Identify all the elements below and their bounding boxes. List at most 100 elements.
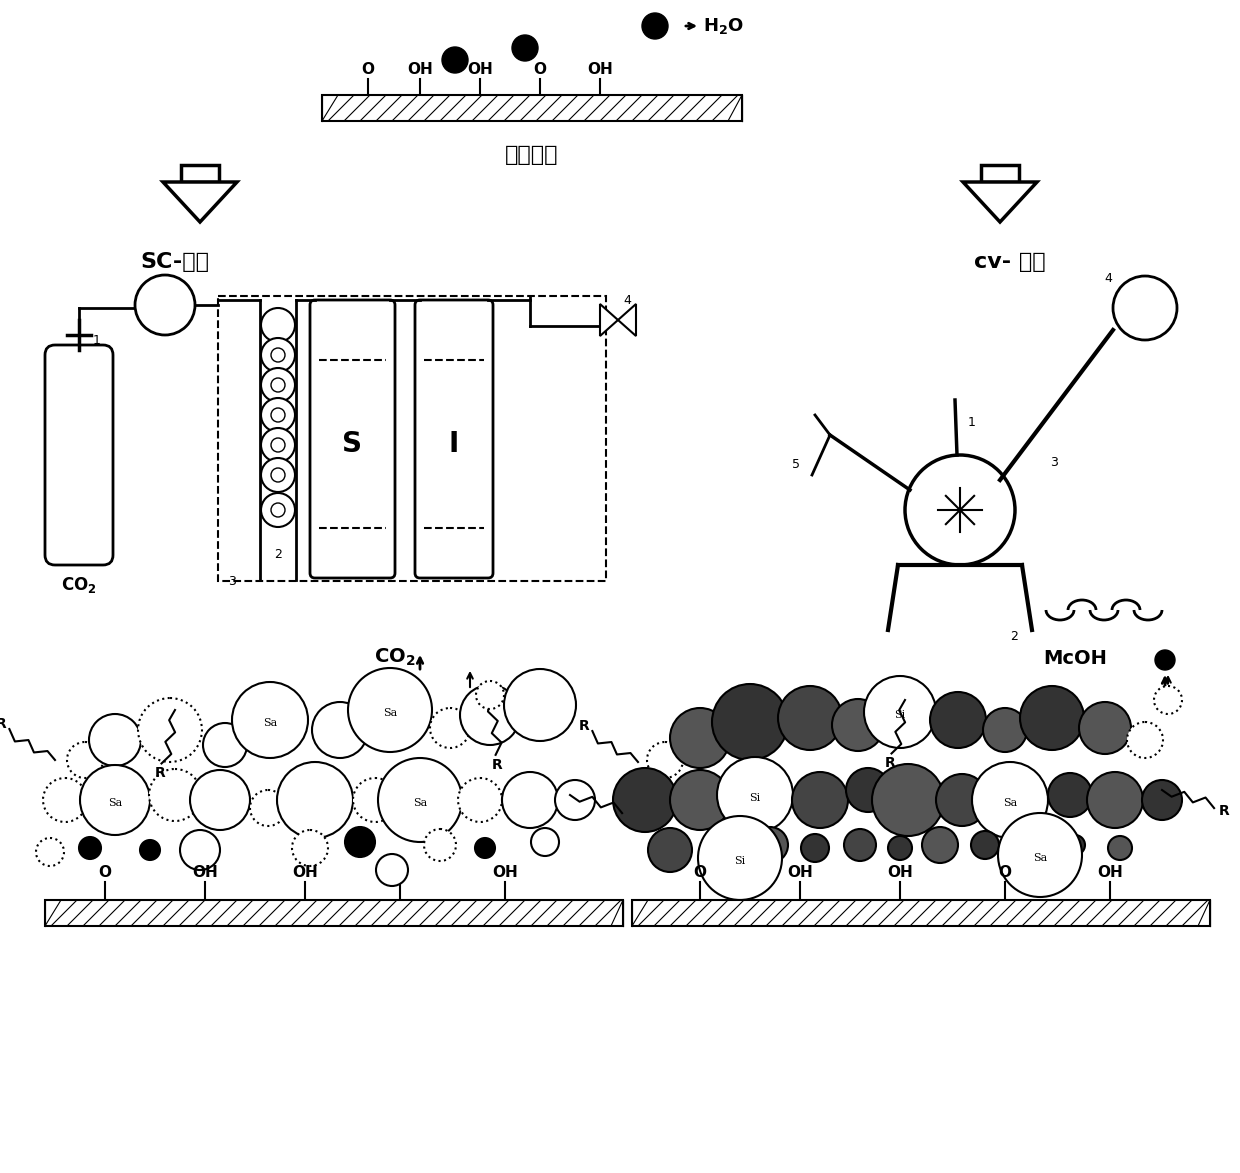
Circle shape — [277, 762, 353, 838]
Text: Sa: Sa — [1033, 853, 1047, 863]
Circle shape — [260, 368, 295, 402]
Circle shape — [312, 701, 368, 758]
Circle shape — [844, 829, 875, 861]
Circle shape — [1127, 723, 1163, 758]
Circle shape — [502, 772, 558, 828]
Circle shape — [36, 838, 64, 866]
Text: Sa: Sa — [1003, 798, 1017, 808]
Text: R: R — [1219, 804, 1229, 818]
Polygon shape — [963, 182, 1037, 222]
Text: I: I — [449, 430, 459, 457]
Polygon shape — [600, 304, 618, 335]
Text: 2: 2 — [1011, 630, 1018, 643]
Text: R: R — [578, 719, 589, 733]
Text: OH: OH — [492, 865, 518, 880]
Circle shape — [1109, 836, 1132, 860]
Circle shape — [1048, 773, 1092, 818]
Text: 1: 1 — [93, 333, 100, 346]
Circle shape — [872, 764, 944, 836]
Circle shape — [458, 778, 502, 822]
Circle shape — [801, 834, 830, 862]
Text: O: O — [393, 865, 407, 880]
Circle shape — [260, 308, 295, 343]
Text: S: S — [342, 430, 362, 457]
Text: R: R — [155, 766, 165, 780]
Text: OH: OH — [293, 865, 317, 880]
Text: Si: Si — [894, 710, 905, 720]
Circle shape — [717, 757, 794, 833]
Text: $\mathbf{CO_2}$: $\mathbf{CO_2}$ — [374, 646, 415, 667]
Circle shape — [864, 676, 936, 748]
Text: R: R — [0, 717, 6, 731]
Circle shape — [345, 827, 374, 857]
Polygon shape — [162, 182, 237, 222]
Circle shape — [430, 708, 470, 748]
Circle shape — [832, 699, 884, 751]
Circle shape — [1087, 772, 1143, 828]
Circle shape — [704, 832, 737, 865]
Circle shape — [512, 35, 538, 61]
Text: OH: OH — [407, 62, 433, 77]
Circle shape — [936, 774, 988, 826]
Circle shape — [1154, 650, 1176, 670]
FancyBboxPatch shape — [45, 345, 113, 565]
Circle shape — [998, 813, 1083, 897]
Circle shape — [203, 723, 247, 767]
Text: 3: 3 — [1050, 455, 1058, 468]
Text: O: O — [533, 62, 547, 77]
Text: O: O — [693, 865, 707, 880]
Text: R: R — [626, 808, 637, 822]
Circle shape — [670, 769, 730, 830]
Text: O: O — [998, 865, 1012, 880]
Bar — [181, 165, 219, 182]
Circle shape — [260, 428, 295, 462]
Text: 有机基质: 有机基质 — [505, 145, 559, 165]
Text: cv- 方法: cv- 方法 — [975, 252, 1045, 272]
Circle shape — [140, 840, 160, 860]
Circle shape — [698, 816, 782, 900]
Circle shape — [613, 768, 677, 832]
FancyBboxPatch shape — [310, 300, 396, 578]
Text: Sa: Sa — [413, 798, 427, 808]
Text: OH: OH — [587, 62, 613, 77]
Text: Sa: Sa — [263, 718, 277, 728]
FancyBboxPatch shape — [415, 300, 494, 578]
Circle shape — [971, 830, 999, 859]
Bar — [981, 165, 1019, 182]
Circle shape — [476, 682, 503, 708]
Circle shape — [260, 338, 295, 372]
Text: Sa: Sa — [383, 708, 397, 718]
Circle shape — [923, 827, 959, 863]
Circle shape — [272, 438, 285, 452]
Circle shape — [1142, 780, 1182, 820]
Circle shape — [972, 762, 1048, 838]
Circle shape — [1012, 829, 1044, 861]
Text: O: O — [362, 62, 374, 77]
Circle shape — [888, 836, 911, 860]
Circle shape — [905, 455, 1016, 565]
Text: 3: 3 — [228, 575, 236, 588]
Text: OH: OH — [887, 865, 913, 880]
Bar — [322, 95, 742, 121]
Circle shape — [260, 493, 295, 527]
Text: SC-方法: SC-方法 — [140, 252, 210, 272]
Circle shape — [846, 768, 890, 812]
Circle shape — [272, 503, 285, 517]
Circle shape — [670, 708, 730, 768]
Text: R: R — [492, 758, 502, 772]
Circle shape — [460, 685, 520, 745]
Circle shape — [138, 698, 202, 762]
Circle shape — [250, 789, 286, 826]
Circle shape — [712, 684, 787, 760]
Circle shape — [260, 398, 295, 432]
Text: 4: 4 — [622, 293, 631, 306]
Circle shape — [180, 830, 219, 870]
Circle shape — [67, 743, 103, 778]
Circle shape — [291, 830, 329, 866]
Circle shape — [376, 854, 408, 886]
Text: OH: OH — [1097, 865, 1123, 880]
Circle shape — [272, 378, 285, 392]
Circle shape — [260, 457, 295, 491]
Text: OH: OH — [467, 62, 492, 77]
Text: 4: 4 — [1104, 272, 1112, 285]
